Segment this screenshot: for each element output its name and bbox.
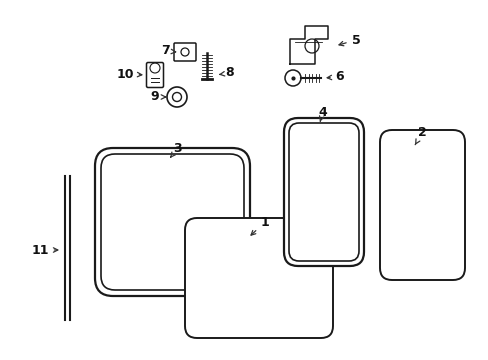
- FancyBboxPatch shape: [288, 123, 358, 261]
- FancyBboxPatch shape: [174, 43, 196, 61]
- Text: 6: 6: [326, 71, 344, 84]
- Text: 10: 10: [116, 68, 142, 81]
- Text: 5: 5: [338, 33, 360, 46]
- Text: 8: 8: [219, 67, 234, 80]
- Text: 1: 1: [250, 216, 269, 235]
- FancyBboxPatch shape: [95, 148, 249, 296]
- Text: 11: 11: [31, 243, 58, 256]
- Text: 7: 7: [160, 45, 175, 58]
- Text: 4: 4: [318, 105, 326, 121]
- Text: 2: 2: [414, 126, 426, 145]
- FancyBboxPatch shape: [284, 118, 363, 266]
- FancyBboxPatch shape: [146, 63, 163, 87]
- FancyBboxPatch shape: [101, 154, 244, 290]
- Text: 9: 9: [150, 90, 165, 104]
- FancyBboxPatch shape: [379, 130, 464, 280]
- FancyBboxPatch shape: [184, 218, 332, 338]
- Text: 3: 3: [170, 141, 182, 157]
